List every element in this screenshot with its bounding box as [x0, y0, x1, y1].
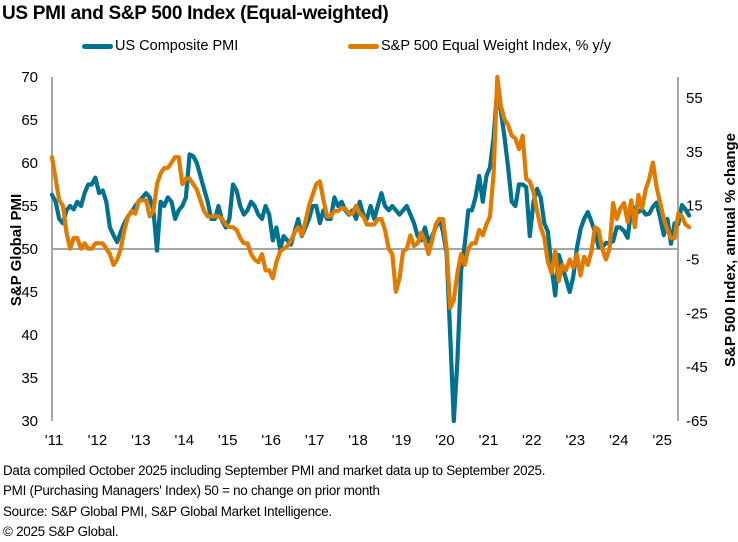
- x-tick-label: '12: [88, 432, 108, 449]
- legend: US Composite PMI S&P 500 Equal Weight In…: [0, 38, 738, 58]
- y-left-tick-label: 45: [21, 284, 38, 301]
- y-right-tick-label: -45: [686, 359, 708, 376]
- footnote-pmi-definition: PMI (Purchasing Managers' Index) 50 = no…: [3, 483, 380, 499]
- footnotes: Data compiled October 2025 including Sep…: [3, 461, 545, 542]
- x-tick-label: '16: [261, 432, 281, 449]
- x-tick-label: '23: [565, 432, 585, 449]
- axes: 30 35 40 45 50 55 60 65 70 -65 -45 -25 -5 15 35 55 '11 '1…: [21, 69, 707, 449]
- legend-swatch-sp500: [348, 43, 379, 49]
- y-right-tick-label: 15: [686, 198, 703, 215]
- x-tick-label: '20: [435, 432, 455, 449]
- y-left-tick-label: 65: [21, 112, 38, 129]
- y-right-tick-label: 35: [686, 144, 703, 161]
- y-right-tick-label: -65: [686, 413, 708, 430]
- y-right-tick-label: -5: [686, 251, 699, 268]
- legend-item-sp500: S&P 500 Equal Weight Index, % y/y: [348, 38, 611, 54]
- y-left-tick-label: 30: [21, 413, 38, 430]
- y-left-tick-label: 40: [21, 327, 38, 344]
- y-left-tick-label: 70: [21, 69, 38, 86]
- legend-label-pmi: US Composite PMI: [115, 38, 239, 54]
- series-layer: [49, 74, 692, 424]
- x-tick-label: '11: [45, 432, 63, 449]
- footnote-source: Source: S&P Global PMI, S&P Global Marke…: [3, 503, 332, 519]
- legend-swatch-pmi: [82, 43, 113, 49]
- x-tick-label: '14: [175, 432, 195, 449]
- legend-label-sp500: S&P 500 Equal Weight Index, % y/y: [381, 38, 611, 54]
- y-left-axis-title: S&P Global PMI: [8, 194, 25, 306]
- x-tick-label: '15: [218, 432, 238, 449]
- x-tick-label: '19: [392, 432, 412, 449]
- y-left-tick-label: 60: [21, 155, 38, 172]
- x-tick-label: '22: [522, 432, 542, 449]
- x-tick-label: '21: [479, 432, 499, 449]
- chart-plot: 30 35 40 45 50 55 60 65 70 -65 -45 -25 -5 15 35 55 '11 '1…: [8, 69, 738, 449]
- legend-item-pmi: US Composite PMI: [82, 38, 238, 54]
- y-left-tick-label: 55: [21, 198, 38, 215]
- chart-title: US PMI and S&P 500 Index (Equal-weighted…: [2, 3, 389, 24]
- y-right-tick-label: -25: [686, 305, 708, 322]
- x-tick-label: '25: [652, 432, 672, 449]
- footnote-data-compiled: Data compiled October 2025 including Sep…: [3, 463, 546, 478]
- x-tick-label: '24: [609, 432, 629, 449]
- x-tick-label: '13: [131, 432, 151, 449]
- series-line-sp500-equal-weight: [49, 74, 692, 310]
- y-right-tick-label: 55: [686, 90, 703, 107]
- x-tick-label: '18: [348, 432, 368, 449]
- y-left-tick-label: 35: [21, 370, 38, 387]
- y-right-axis-title: S&P 500 Index, annual % change: [722, 133, 738, 367]
- footnote-copyright: © 2025 S&P Global.: [3, 523, 119, 539]
- y-left-tick-label: 50: [21, 241, 38, 258]
- series-line-us-composite-pmi: [49, 86, 692, 424]
- x-tick-label: '17: [305, 432, 325, 449]
